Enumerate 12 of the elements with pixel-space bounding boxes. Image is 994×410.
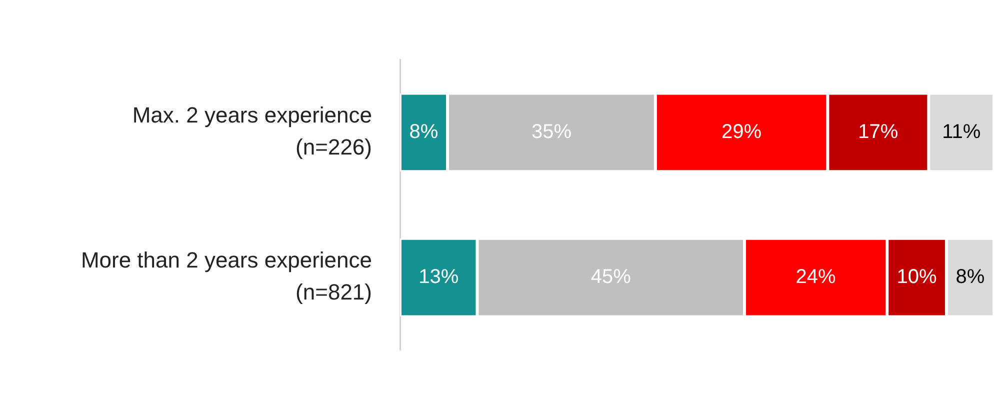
data-label: 29%: [722, 120, 762, 143]
data-label: 8%: [956, 266, 985, 288]
data-label: 13%: [418, 266, 459, 288]
data-label: 10%: [896, 266, 938, 288]
data-label: 45%: [590, 266, 632, 288]
data-label: 11%: [942, 120, 981, 143]
y-tick-label: More than 2 years experience (n=821): [80, 248, 372, 305]
data-label: 24%: [796, 266, 836, 288]
data-label: 17%: [858, 120, 898, 143]
data-label: 35%: [531, 120, 572, 143]
y-tick-label: Max. 2 years experience (n=226): [132, 102, 372, 160]
data-label: 8%: [409, 120, 438, 143]
